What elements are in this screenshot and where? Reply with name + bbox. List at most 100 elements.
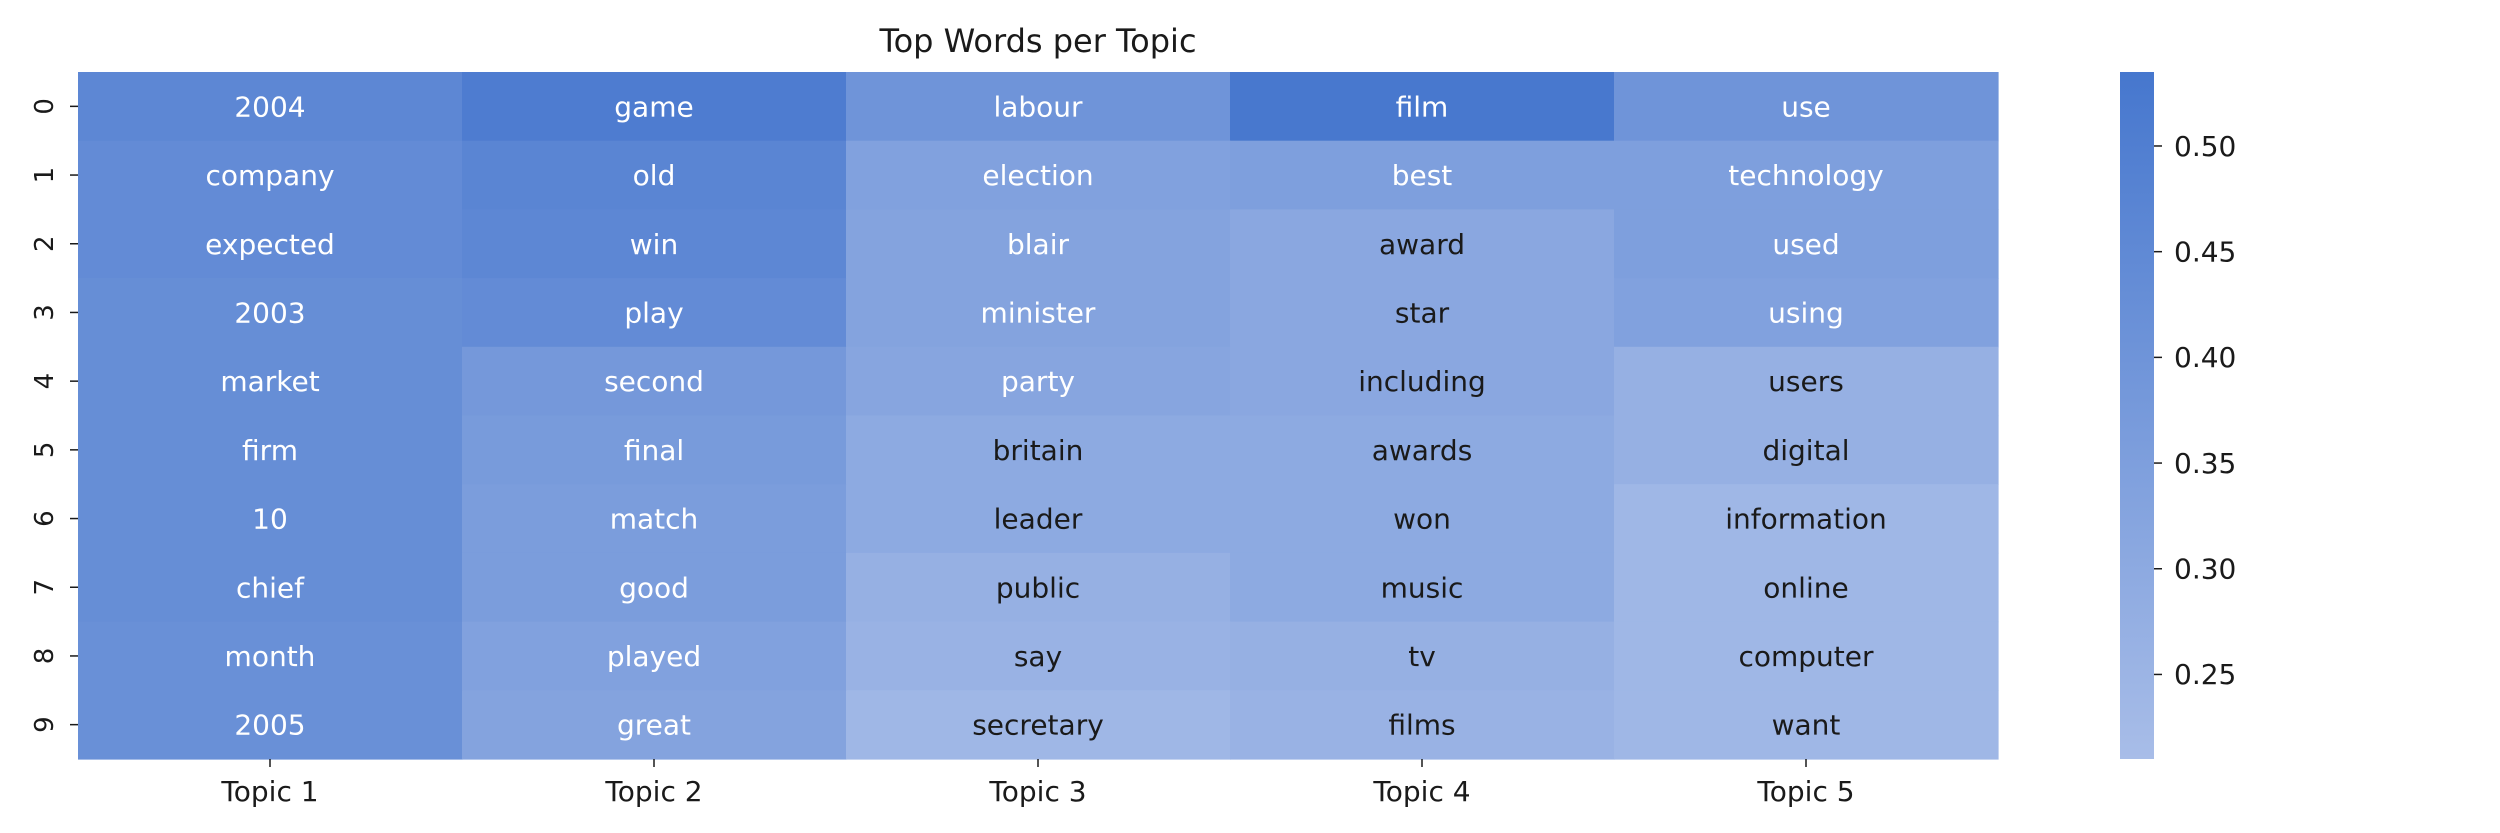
heatmap-cell <box>78 140 463 210</box>
heatmap-cell <box>1230 484 1615 554</box>
heatmap-cell <box>462 690 847 760</box>
heatmap-cell <box>78 72 463 142</box>
heatmap-cell <box>1230 209 1615 279</box>
row-tick-label: 2 <box>30 235 60 252</box>
cell-word-label: game <box>614 90 693 123</box>
heatmap-cell <box>462 140 847 210</box>
heatmap-cell <box>1614 415 1999 485</box>
cell-word-label: final <box>624 434 684 467</box>
cell-word-label: month <box>225 640 316 673</box>
colorbar-tick-label: 0.45 <box>2174 235 2236 268</box>
colorbar-tick-label: 0.30 <box>2174 553 2236 586</box>
cell-word-label: films <box>1388 709 1455 742</box>
colorbar-tick-label: 0.40 <box>2174 341 2236 374</box>
colorbar-tick-label: 0.25 <box>2174 658 2236 691</box>
cell-word-label: expected <box>205 228 335 261</box>
cell-word-label: used <box>1772 228 1839 261</box>
row-tick-label: 0 <box>30 98 60 115</box>
heatmap-cell <box>846 484 1231 554</box>
cell-word-label: minister <box>981 296 1096 329</box>
heatmap-cell <box>846 621 1231 691</box>
column-tick-label: Topic 2 <box>604 775 702 808</box>
heatmap-cell <box>846 140 1231 210</box>
cell-word-label: digital <box>1762 434 1849 467</box>
cell-word-label: star <box>1395 296 1450 329</box>
cell-word-label: music <box>1381 571 1464 604</box>
row-tick-label: 7 <box>30 579 60 596</box>
cell-word-label: 10 <box>252 503 288 536</box>
cell-word-label: secretary <box>972 709 1104 742</box>
heatmap-cell <box>846 278 1231 348</box>
cell-word-label: 2004 <box>234 90 305 123</box>
cell-word-label: computer <box>1738 640 1874 673</box>
column-tick-label: Topic 4 <box>1372 775 1470 808</box>
heatmap-cell <box>1614 278 1999 348</box>
heatmap-cell <box>1230 415 1615 485</box>
heatmap-cell <box>1614 72 1999 142</box>
column-tick-label: Topic 3 <box>988 775 1086 808</box>
heatmap-cell <box>78 278 463 348</box>
cell-word-label: play <box>624 296 683 329</box>
cell-word-label: technology <box>1728 159 1883 192</box>
heatmap-cell <box>462 621 847 691</box>
colorbar-tick-label: 0.50 <box>2174 130 2236 163</box>
heatmap-cell <box>846 415 1231 485</box>
cell-word-label: users <box>1768 365 1844 398</box>
cell-word-label: party <box>1001 365 1075 398</box>
heatmap-cell <box>1614 690 1999 760</box>
cell-word-label: award <box>1379 228 1465 261</box>
heatmap-cell <box>78 415 463 485</box>
cell-word-label: information <box>1725 503 1887 536</box>
heatmap-cell <box>1614 484 1999 554</box>
cell-word-label: awards <box>1372 434 1473 467</box>
cell-word-label: leader <box>994 503 1083 536</box>
heatmap-cell <box>78 484 463 554</box>
row-tick-label: 1 <box>30 167 60 184</box>
heatmap-cell <box>78 346 463 417</box>
heatmap-cell <box>1614 346 1999 417</box>
heatmap-cell <box>1230 72 1615 142</box>
heatmap-cell <box>462 552 847 623</box>
row-tick-label: 6 <box>30 510 60 527</box>
heatmap-cell <box>78 209 463 279</box>
cell-word-label: win <box>630 228 678 261</box>
cell-word-label: second <box>604 365 704 398</box>
colorbar <box>2120 72 2154 759</box>
chart-title: Top Words per Topic <box>878 22 1196 60</box>
row-tick-label: 8 <box>30 648 60 665</box>
heatmap-cell <box>462 346 847 417</box>
row-tick-label: 3 <box>30 304 60 321</box>
cell-word-label: use <box>1781 90 1831 123</box>
cell-word-label: blair <box>1007 228 1069 261</box>
heatmap-cell <box>462 72 847 142</box>
cell-word-label: company <box>205 159 334 192</box>
heatmap-cell <box>1614 552 1999 623</box>
cell-word-label: match <box>610 503 699 536</box>
cell-word-label: best <box>1392 159 1453 192</box>
heatmap-cell <box>78 690 463 760</box>
heatmap-cell <box>1230 552 1615 623</box>
heatmap-cell <box>78 552 463 623</box>
heatmap-cell <box>846 346 1231 417</box>
heatmap-cell <box>1230 140 1615 210</box>
cell-word-label: film <box>1396 90 1449 123</box>
cell-word-label: good <box>619 571 689 604</box>
column-tick-label: Topic 5 <box>1756 775 1854 808</box>
heatmap-cell <box>1230 690 1615 760</box>
row-tick-label: 9 <box>30 716 60 733</box>
cell-word-label: labour <box>993 90 1083 123</box>
cell-word-label: old <box>633 159 676 192</box>
column-tick-label: Topic 1 <box>220 775 318 808</box>
heatmap-cell <box>1614 621 1999 691</box>
heatmap-cell <box>846 690 1231 760</box>
row-tick-label: 4 <box>30 373 60 390</box>
cell-word-label: including <box>1358 365 1486 398</box>
cell-word-label: firm <box>242 434 298 467</box>
row-tick-label: 5 <box>30 442 60 459</box>
cell-word-label: won <box>1393 503 1451 536</box>
heatmap-cell <box>78 621 463 691</box>
cell-word-label: public <box>996 571 1080 604</box>
cell-word-label: say <box>1014 640 1062 673</box>
cell-word-label: election <box>982 159 1093 192</box>
